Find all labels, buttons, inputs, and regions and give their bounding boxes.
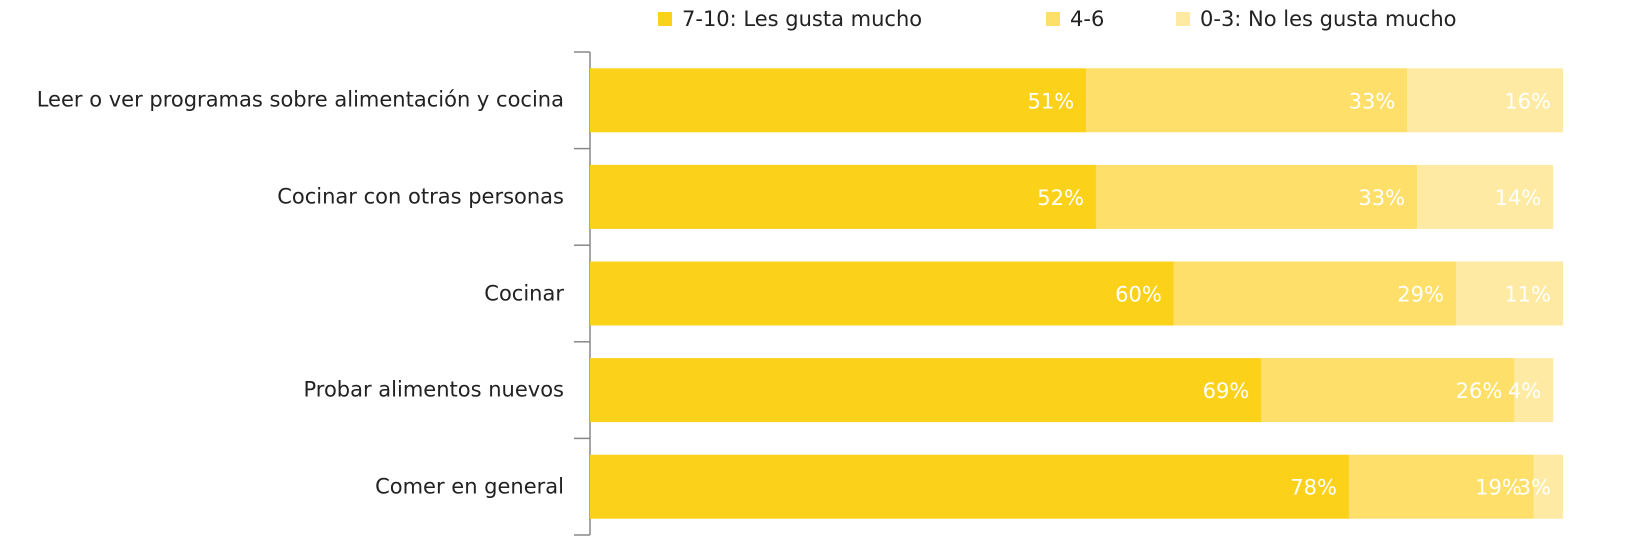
category-label: Comer en general (375, 474, 564, 499)
category-label: Cocinar con otras personas (277, 184, 564, 209)
value-label: 51% (1028, 89, 1075, 113)
value-label: 33% (1349, 89, 1396, 113)
bar-segment (1514, 358, 1554, 423)
bar-segment (590, 454, 1349, 519)
value-label: 29% (1397, 283, 1444, 307)
bar-segment (1348, 454, 1534, 519)
legend-swatch (658, 12, 672, 26)
legend-label: 0-3: No les gusta mucho (1200, 7, 1456, 31)
bar-segment (1095, 164, 1418, 229)
value-label: 60% (1115, 283, 1162, 307)
value-label: 4% (1508, 379, 1541, 403)
category-label: Cocinar (484, 281, 564, 305)
value-label: 26% (1456, 379, 1503, 403)
value-label: 16% (1504, 89, 1551, 113)
value-label: 69% (1203, 379, 1250, 403)
bar-segment (1086, 68, 1408, 133)
value-label: 52% (1037, 186, 1084, 210)
legend-swatch (1176, 12, 1190, 26)
bar-segment (590, 358, 1262, 423)
legend-swatch (1046, 12, 1060, 26)
value-label: 78% (1290, 476, 1337, 500)
legend-label: 7-10: Les gusta mucho (682, 7, 922, 31)
value-label: 14% (1495, 186, 1542, 210)
bar-segment (590, 261, 1174, 326)
value-label: 3% (1518, 476, 1551, 500)
value-label: 19% (1475, 476, 1522, 500)
bar-segment (1261, 358, 1515, 423)
bar-segment (590, 164, 1096, 229)
category-label: Leer o ver programas sobre alimentación … (36, 87, 564, 112)
bar-segment (1173, 261, 1456, 326)
value-label: 33% (1358, 186, 1405, 210)
bar-segment (1533, 454, 1563, 519)
bar-segment (1417, 164, 1554, 229)
bar-segment (1455, 261, 1563, 326)
bar-segment (590, 68, 1087, 133)
value-label: 11% (1504, 283, 1551, 307)
legend-label: 4-6 (1070, 7, 1104, 31)
bar-segment (1407, 68, 1563, 133)
category-label: Probar alimentos nuevos (303, 377, 564, 402)
